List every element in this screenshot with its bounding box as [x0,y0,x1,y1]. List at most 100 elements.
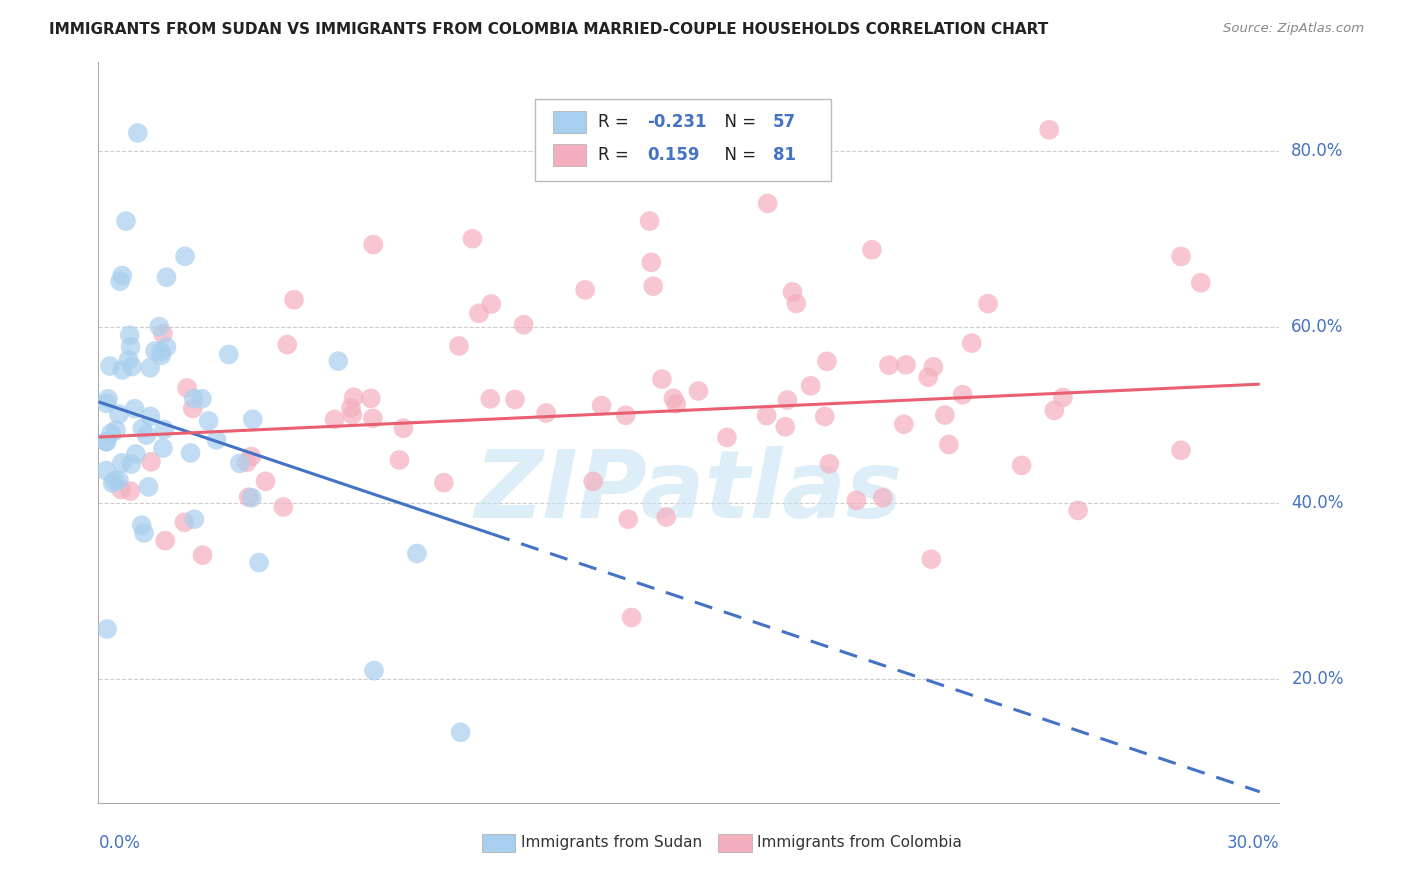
Point [1011,458,1033,473]
Point [363,664,385,678]
Point [328,354,350,368]
Point [174,249,197,263]
Point [124,401,146,416]
Point [100,426,122,441]
Point [1038,123,1060,137]
Point [800,378,823,392]
Point [643,279,665,293]
Point [872,491,894,505]
Point [662,392,685,406]
Point [894,358,917,372]
Point [111,268,134,283]
Point [229,456,252,470]
Point [273,500,295,514]
Point [139,455,162,469]
Point [785,296,807,310]
Point [138,480,160,494]
Point [755,409,778,423]
Text: N =: N = [714,146,761,164]
Point [503,392,526,407]
Point [110,483,132,497]
Point [450,725,472,739]
FancyBboxPatch shape [536,99,831,181]
Point [665,397,688,411]
Point [153,533,176,548]
Text: 81: 81 [773,146,796,164]
Point [121,359,143,374]
Point [111,456,134,470]
Point [1189,276,1212,290]
Point [96,622,118,636]
Point [96,434,118,449]
Point [127,126,149,140]
Point [180,446,202,460]
Text: 0.0%: 0.0% [98,834,141,852]
Point [814,409,837,424]
Point [125,447,148,461]
Point [143,343,166,358]
Point [640,255,662,269]
Bar [482,834,516,853]
Text: 0.159: 0.159 [648,146,700,164]
Bar [553,144,586,166]
Point [614,409,637,423]
Point [104,423,127,437]
Point [512,318,534,332]
Point [254,475,277,489]
Point [775,419,797,434]
Point [150,348,173,362]
Text: Immigrants from Colombia: Immigrants from Colombia [758,835,962,850]
Point [433,475,456,490]
Point [108,473,131,487]
Point [952,388,974,402]
Point [240,491,263,505]
Point [148,319,170,334]
Point [152,326,174,341]
Point [97,392,120,406]
Point [447,339,470,353]
Point [845,493,868,508]
Point [638,214,661,228]
Point [1170,443,1192,458]
Point [1067,503,1090,517]
Point [96,396,118,410]
Point [406,547,429,561]
Point [120,340,142,354]
Point [238,490,260,504]
Point [343,390,366,404]
Point [120,484,142,499]
Point [917,370,939,384]
Point [922,359,945,374]
Point [240,450,263,464]
Text: N =: N = [714,112,761,130]
Point [938,437,960,451]
Point [117,352,139,367]
Point [276,337,298,351]
Point [197,414,219,428]
Text: IMMIGRANTS FROM SUDAN VS IMMIGRANTS FROM COLOMBIA MARRIED-COUPLE HOUSEHOLDS CORR: IMMIGRANTS FROM SUDAN VS IMMIGRANTS FROM… [49,22,1049,37]
Point [120,457,142,471]
Point [388,453,411,467]
Point [153,422,176,436]
Point [960,336,983,351]
Point [191,392,214,406]
Point [108,274,131,288]
Point [155,270,177,285]
Text: ZIPatlas: ZIPatlas [475,446,903,538]
Point [205,433,228,447]
Point [534,406,557,420]
Point [782,285,804,299]
Point [115,214,138,228]
Text: 40.0%: 40.0% [1291,494,1344,512]
Point [183,512,205,526]
Point [323,412,346,426]
Point [815,354,838,368]
Point [479,297,502,311]
Text: 57: 57 [773,112,796,130]
Text: Source: ZipAtlas.com: Source: ZipAtlas.com [1223,22,1364,36]
Point [1043,403,1066,417]
Point [139,409,162,424]
Text: 20.0%: 20.0% [1291,671,1344,689]
Text: 80.0%: 80.0% [1291,142,1344,160]
Point [468,306,491,320]
